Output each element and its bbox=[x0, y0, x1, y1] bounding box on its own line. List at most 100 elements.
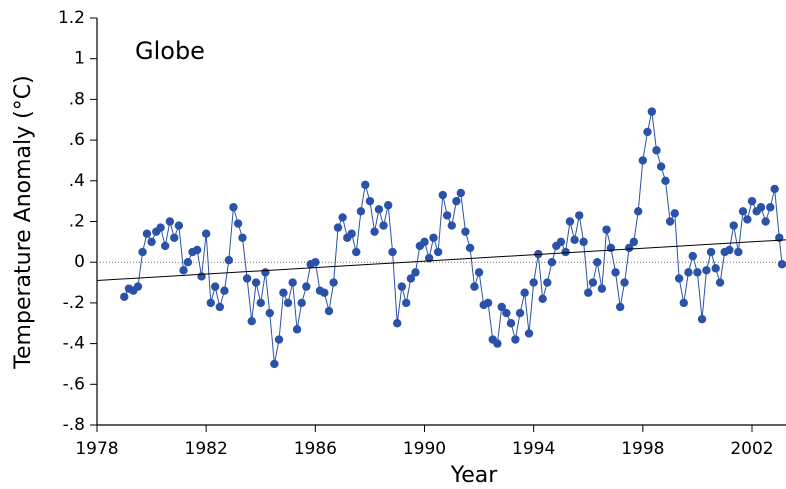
y-tick-label: 1.2 bbox=[58, 8, 85, 28]
data-point bbox=[297, 298, 306, 308]
data-point bbox=[511, 335, 520, 344]
data-point bbox=[738, 207, 748, 216]
data-point bbox=[247, 317, 256, 326]
data-point bbox=[165, 217, 175, 226]
y-tick-label: -.6 bbox=[63, 374, 85, 394]
data-point bbox=[347, 229, 356, 238]
x-tick-label: 1986 bbox=[294, 439, 337, 459]
data-point bbox=[543, 278, 552, 287]
data-point bbox=[679, 298, 688, 308]
data-point bbox=[506, 319, 516, 328]
data-point bbox=[711, 264, 720, 273]
data-point bbox=[502, 308, 511, 318]
x-tick-label: 1998 bbox=[621, 439, 664, 459]
data-point bbox=[702, 266, 711, 275]
data-point bbox=[265, 308, 274, 318]
data-point bbox=[352, 247, 361, 257]
data-point bbox=[411, 268, 420, 277]
data-point bbox=[379, 221, 388, 230]
data-point bbox=[638, 156, 648, 165]
data-point bbox=[570, 235, 579, 245]
data-point bbox=[456, 188, 465, 198]
data-point bbox=[597, 284, 607, 293]
data-point bbox=[429, 233, 438, 242]
data-point bbox=[670, 209, 679, 218]
data-point bbox=[734, 247, 743, 257]
data-point bbox=[220, 286, 229, 295]
data-point bbox=[370, 227, 379, 236]
data-point bbox=[424, 253, 434, 263]
annotation: Globe bbox=[135, 37, 205, 65]
data-point bbox=[183, 258, 193, 267]
data-point bbox=[693, 268, 702, 277]
x-tick-label: 1990 bbox=[403, 439, 446, 459]
data-point bbox=[256, 298, 265, 308]
y-tick-label: .2 bbox=[69, 212, 85, 232]
data-point bbox=[174, 221, 184, 230]
data-point bbox=[524, 329, 534, 338]
data-point bbox=[147, 237, 156, 247]
data-point bbox=[620, 278, 629, 287]
y-tick-label: 1 bbox=[74, 49, 85, 69]
data-point bbox=[652, 146, 661, 155]
data-point bbox=[697, 314, 707, 324]
data-point bbox=[156, 223, 165, 232]
data-point bbox=[674, 274, 684, 283]
x-tick-label: 1978 bbox=[75, 439, 118, 459]
data-point bbox=[138, 247, 147, 257]
y-tick-label: .4 bbox=[69, 171, 85, 191]
data-point bbox=[483, 298, 493, 308]
data-point bbox=[324, 306, 334, 316]
data-point bbox=[192, 245, 202, 255]
data-point bbox=[606, 243, 616, 253]
x-tick-label: 2002 bbox=[730, 439, 773, 459]
data-point bbox=[602, 225, 611, 234]
data-point bbox=[206, 298, 216, 308]
data-point bbox=[615, 302, 625, 312]
data-point bbox=[406, 274, 416, 283]
data-point bbox=[529, 278, 538, 287]
data-point bbox=[393, 319, 402, 328]
data-point bbox=[238, 233, 247, 242]
data-point bbox=[497, 302, 506, 312]
data-point bbox=[461, 227, 470, 236]
data-point bbox=[251, 278, 261, 287]
x-axis-label: Year bbox=[450, 463, 499, 488]
data-point bbox=[756, 203, 766, 212]
data-point bbox=[761, 217, 770, 226]
data-point bbox=[338, 213, 347, 222]
data-point bbox=[384, 201, 393, 210]
data-point bbox=[179, 266, 188, 275]
data-point bbox=[388, 247, 397, 257]
data-point bbox=[361, 180, 370, 190]
data-point bbox=[688, 251, 697, 261]
data-point bbox=[215, 302, 225, 312]
data-point bbox=[133, 282, 143, 291]
data-point bbox=[170, 233, 179, 242]
data-point bbox=[629, 237, 639, 247]
data-point bbox=[561, 247, 570, 257]
data-point bbox=[593, 258, 602, 267]
data-point bbox=[311, 258, 320, 267]
data-point bbox=[288, 278, 297, 287]
data-point bbox=[197, 272, 206, 281]
data-point bbox=[356, 207, 366, 216]
data-point bbox=[565, 217, 575, 226]
data-point bbox=[142, 229, 152, 238]
data-point bbox=[647, 107, 657, 116]
data-point bbox=[283, 298, 293, 308]
data-point bbox=[777, 260, 786, 269]
data-point bbox=[588, 278, 598, 287]
data-point bbox=[465, 243, 475, 253]
data-point bbox=[474, 268, 484, 277]
data-point bbox=[661, 176, 670, 185]
data-point bbox=[201, 229, 211, 238]
data-point bbox=[210, 282, 220, 291]
data-point bbox=[575, 211, 584, 220]
data-point bbox=[420, 237, 429, 247]
data-point bbox=[333, 223, 343, 232]
data-point bbox=[520, 288, 529, 297]
data-point bbox=[279, 288, 288, 297]
y-tick-label: -.2 bbox=[63, 293, 85, 313]
